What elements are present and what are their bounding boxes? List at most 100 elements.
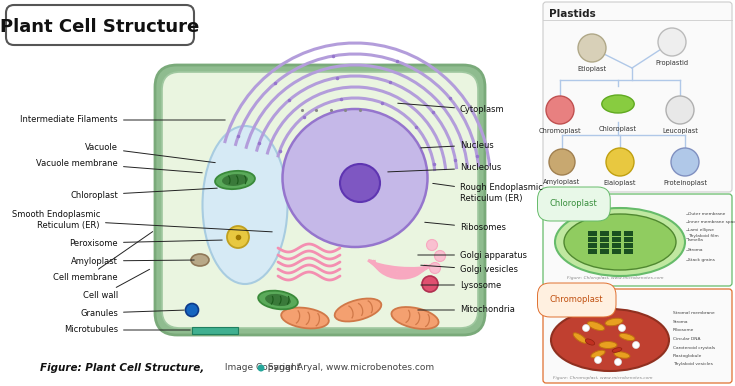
Ellipse shape: [191, 254, 209, 266]
Bar: [600, 231, 609, 236]
Ellipse shape: [599, 342, 617, 349]
Ellipse shape: [619, 334, 635, 340]
Circle shape: [666, 96, 694, 124]
Circle shape: [595, 357, 601, 364]
Text: Thylakoid vesicles: Thylakoid vesicles: [673, 362, 713, 366]
Ellipse shape: [340, 164, 380, 202]
Text: Chromoplast: Chromoplast: [550, 296, 603, 305]
Circle shape: [434, 251, 445, 261]
Circle shape: [618, 325, 625, 332]
Text: Granules: Granules: [80, 308, 184, 318]
Text: Thylakoid film
lamella: Thylakoid film lamella: [688, 234, 719, 242]
Text: Leucoplast: Leucoplast: [662, 128, 698, 134]
Circle shape: [583, 325, 589, 332]
Bar: [624, 237, 633, 242]
Text: Nucleus: Nucleus: [420, 141, 494, 149]
Text: Cell membrane: Cell membrane: [54, 232, 153, 283]
Text: Stroma: Stroma: [673, 320, 689, 324]
Text: Figure: Plant Cell Structure,: Figure: Plant Cell Structure,: [40, 363, 204, 373]
Bar: [624, 231, 633, 236]
Text: Vacuole membrane: Vacuole membrane: [36, 159, 202, 173]
Ellipse shape: [222, 174, 248, 186]
Text: Rough Endoplasmic
Reticulum (ER): Rough Endoplasmic Reticulum (ER): [433, 183, 543, 203]
Ellipse shape: [591, 350, 605, 358]
Ellipse shape: [612, 348, 622, 352]
Ellipse shape: [605, 318, 623, 326]
Text: Chloroplast: Chloroplast: [550, 200, 598, 208]
Text: Proteinoplast: Proteinoplast: [663, 180, 707, 186]
Text: Carotenoid crystals: Carotenoid crystals: [673, 346, 715, 350]
Circle shape: [578, 34, 606, 62]
Bar: [588, 231, 597, 236]
FancyBboxPatch shape: [543, 194, 732, 286]
Text: Proplastid: Proplastid: [656, 60, 689, 66]
Text: Inner membrane space: Inner membrane space: [688, 220, 735, 224]
Bar: [612, 243, 621, 248]
Ellipse shape: [573, 333, 587, 343]
Circle shape: [422, 276, 438, 292]
FancyBboxPatch shape: [6, 5, 194, 45]
Ellipse shape: [587, 322, 605, 330]
Bar: [600, 249, 609, 254]
Ellipse shape: [564, 214, 676, 270]
Text: Lysosome: Lysosome: [420, 281, 501, 290]
Text: Stromal membrane: Stromal membrane: [673, 311, 714, 315]
Text: Nucleolus: Nucleolus: [388, 164, 501, 173]
Circle shape: [633, 342, 639, 349]
Circle shape: [227, 226, 249, 248]
Ellipse shape: [585, 339, 595, 345]
Text: Cell wall: Cell wall: [83, 269, 149, 300]
Text: Cytoplasm: Cytoplasm: [398, 103, 505, 115]
Text: Amyloplast: Amyloplast: [71, 257, 194, 266]
FancyBboxPatch shape: [155, 65, 485, 335]
Text: Lami ellipse: Lami ellipse: [688, 228, 714, 232]
Ellipse shape: [265, 294, 291, 306]
Circle shape: [549, 149, 575, 175]
Text: Mitochondria: Mitochondria: [417, 305, 515, 315]
Bar: [600, 243, 609, 248]
Bar: [624, 249, 633, 254]
Text: Sagar Aryal, www.microbenotes.com: Sagar Aryal, www.microbenotes.com: [265, 364, 434, 372]
FancyBboxPatch shape: [162, 72, 478, 328]
Text: Circular DNA: Circular DNA: [673, 337, 700, 341]
Ellipse shape: [334, 298, 381, 322]
Text: Golgi apparatus: Golgi apparatus: [417, 251, 527, 259]
Bar: [612, 231, 621, 236]
Text: Golgi vesicles: Golgi vesicles: [420, 265, 518, 274]
Ellipse shape: [602, 95, 634, 113]
Ellipse shape: [392, 307, 439, 329]
Text: Elaioplast: Elaioplast: [603, 180, 637, 186]
Ellipse shape: [282, 308, 329, 328]
Ellipse shape: [215, 171, 255, 189]
Circle shape: [185, 303, 198, 317]
Text: Figure: Chromoplast, www.microbenotes.com: Figure: Chromoplast, www.microbenotes.co…: [553, 376, 653, 380]
Bar: [612, 237, 621, 242]
Circle shape: [426, 239, 437, 251]
Text: Chloroplast: Chloroplast: [599, 126, 637, 132]
Text: Outer membrane: Outer membrane: [688, 212, 725, 216]
Circle shape: [614, 359, 622, 366]
Text: Plant Cell Structure: Plant Cell Structure: [1, 18, 200, 36]
Ellipse shape: [282, 109, 428, 247]
Text: Image Copyright: Image Copyright: [222, 364, 301, 372]
Bar: [588, 249, 597, 254]
Text: Chromoplast: Chromoplast: [539, 128, 581, 134]
Ellipse shape: [258, 291, 298, 309]
Bar: [624, 243, 633, 248]
Text: Figure: Chloroplast, www.microbenotes.com: Figure: Chloroplast, www.microbenotes.co…: [567, 276, 664, 280]
Text: Amyloplast: Amyloplast: [543, 179, 581, 185]
Text: Peroxisome: Peroxisome: [69, 239, 222, 247]
Bar: [588, 243, 597, 248]
Ellipse shape: [614, 352, 630, 358]
Circle shape: [606, 148, 634, 176]
Text: Ribosomes: Ribosomes: [425, 222, 506, 232]
Ellipse shape: [203, 126, 287, 284]
Circle shape: [546, 96, 574, 124]
Text: Etioplast: Etioplast: [578, 66, 606, 72]
Bar: [612, 249, 621, 254]
Text: Plastoglobule: Plastoglobule: [673, 354, 703, 358]
Text: Smooth Endoplasmic
Reticulum (ER): Smooth Endoplasmic Reticulum (ER): [12, 210, 272, 232]
Bar: [588, 237, 597, 242]
Text: Vacuole: Vacuole: [85, 144, 215, 163]
Bar: [192, 327, 238, 334]
